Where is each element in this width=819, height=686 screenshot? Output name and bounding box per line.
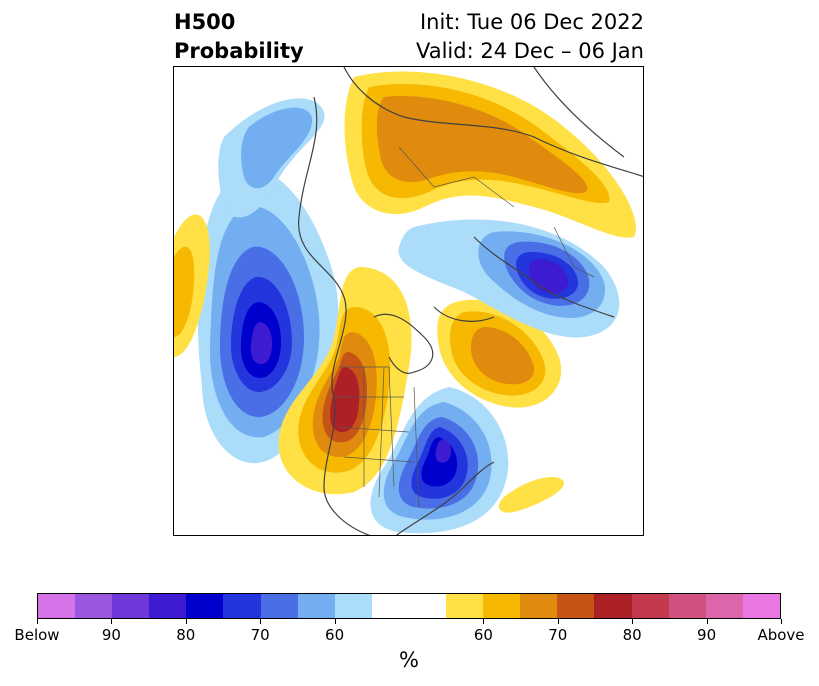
colorbar-segment — [520, 594, 558, 618]
colorbar-tick-label: 70 — [548, 626, 568, 644]
colorbar-unit: % — [399, 648, 419, 672]
colorbar-segment — [75, 594, 113, 618]
title-line-2: Probability — [174, 39, 304, 63]
colorbar-tick-label: 60 — [473, 626, 493, 644]
init-date: Init: Tue 06 Dec 2022 — [419, 10, 644, 34]
colorbar-segment — [742, 594, 780, 618]
colorbar-tick-mark — [111, 619, 112, 624]
colorbar-segment — [112, 594, 150, 618]
date-info: Init: Tue 06 Dec 2022 Valid: 24 Dec – 06… — [416, 8, 644, 66]
colorbar-tick-label: 90 — [101, 626, 121, 644]
colorbar-tick-label: 60 — [325, 626, 345, 644]
colorbar-segment — [223, 594, 261, 618]
above-normal-western-na — [278, 267, 412, 495]
colorbar-segment — [705, 594, 743, 618]
colorbar-tick-mark — [632, 619, 633, 624]
below-normal-eastern-na — [370, 387, 509, 534]
colorbar-tick-mark — [37, 619, 38, 624]
map-canvas — [174, 67, 643, 535]
colorbar-tick-label: 90 — [697, 626, 717, 644]
colorbar-tick-mark — [483, 619, 484, 624]
above-normal-west-edge — [174, 214, 210, 357]
colorbar-segment — [38, 594, 76, 618]
colorbar-tick-label: Above — [757, 626, 805, 644]
colorbar-tick-label: 70 — [250, 626, 270, 644]
chart-title: H500 Probability — [174, 8, 304, 66]
colorbar-tick-mark — [707, 619, 708, 624]
colorbar-segment — [297, 594, 335, 618]
below-normal-europe — [398, 219, 620, 338]
colorbar — [37, 593, 781, 619]
colorbar-tick-label: Below — [14, 626, 60, 644]
colorbar-segment — [631, 594, 669, 618]
colorbar-tick-mark — [335, 619, 336, 624]
colorbar-segment — [446, 594, 484, 618]
colorbar-segment — [668, 594, 706, 618]
coastlines — [298, 67, 643, 535]
colorbar-segment — [594, 594, 632, 618]
valid-dates: Valid: 24 Dec – 06 Jan — [415, 39, 644, 63]
colorbar-segment — [149, 594, 187, 618]
colorbar-segment — [408, 594, 447, 618]
below-normal-north-pacific — [218, 98, 325, 218]
colorbar-segment — [371, 594, 409, 618]
colorbar-segment — [483, 594, 521, 618]
colorbar-tick-mark — [260, 619, 261, 624]
colorbar-segment — [260, 594, 298, 618]
colorbar-segment — [334, 594, 372, 618]
above-normal-siberia — [344, 71, 636, 238]
colorbar-tick-mark — [781, 619, 782, 624]
colorbar-tick-mark — [558, 619, 559, 624]
above-normal-atlantic — [437, 299, 565, 513]
colorbar-tick-label: 80 — [176, 626, 196, 644]
colorbar-tick-mark — [186, 619, 187, 624]
colorbar-segment — [557, 594, 595, 618]
probability-map — [173, 66, 644, 536]
colorbar-segment — [186, 594, 224, 618]
title-line-1: H500 — [174, 10, 236, 34]
colorbar-tick-label: 80 — [622, 626, 642, 644]
borders — [334, 146, 595, 508]
